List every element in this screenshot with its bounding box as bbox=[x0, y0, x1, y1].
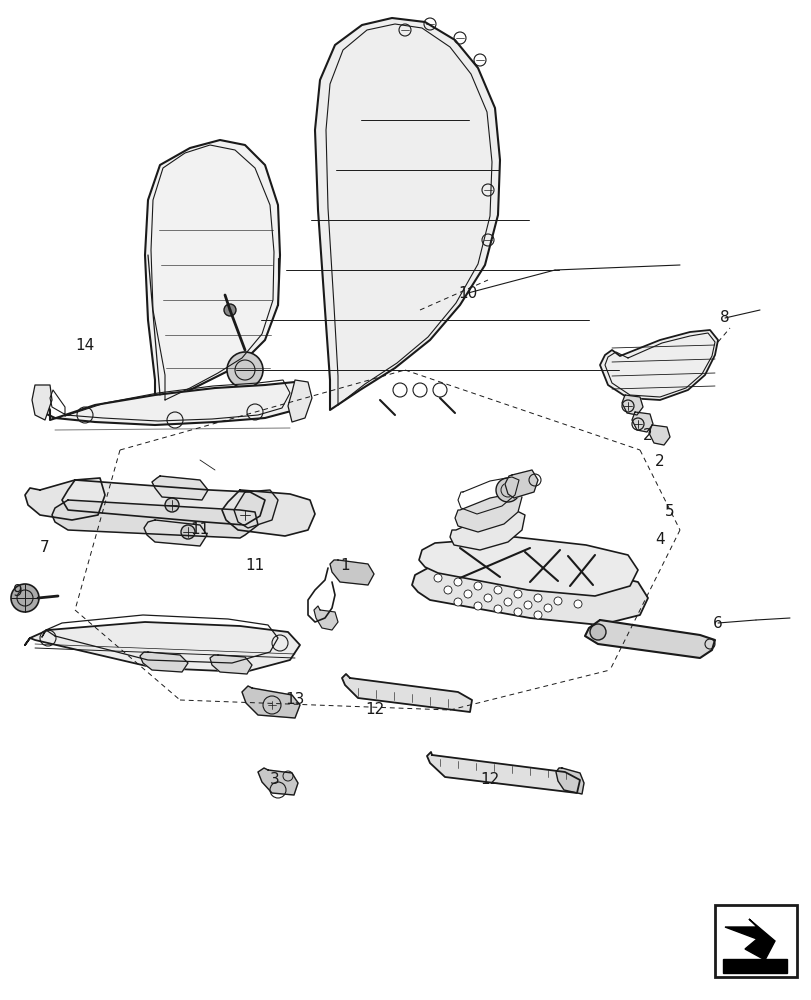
Polygon shape bbox=[315, 18, 500, 410]
Circle shape bbox=[573, 600, 581, 608]
Circle shape bbox=[474, 602, 482, 610]
Polygon shape bbox=[722, 959, 786, 973]
Text: 2: 2 bbox=[654, 454, 664, 470]
Circle shape bbox=[553, 597, 561, 605]
Text: 11: 11 bbox=[190, 522, 209, 538]
Circle shape bbox=[523, 601, 531, 609]
Circle shape bbox=[474, 582, 482, 590]
Polygon shape bbox=[242, 686, 299, 718]
Polygon shape bbox=[144, 520, 207, 546]
Polygon shape bbox=[724, 919, 774, 960]
Polygon shape bbox=[631, 412, 652, 432]
Circle shape bbox=[534, 611, 541, 619]
Circle shape bbox=[493, 605, 501, 613]
Text: 8: 8 bbox=[719, 310, 729, 326]
Circle shape bbox=[224, 304, 236, 316]
Polygon shape bbox=[449, 510, 525, 550]
Text: 12: 12 bbox=[480, 772, 499, 787]
Polygon shape bbox=[234, 490, 277, 528]
Circle shape bbox=[590, 624, 605, 640]
Circle shape bbox=[238, 508, 251, 522]
Circle shape bbox=[453, 598, 461, 606]
Circle shape bbox=[181, 525, 195, 539]
Circle shape bbox=[165, 498, 178, 512]
Text: 6: 6 bbox=[712, 615, 722, 631]
Polygon shape bbox=[411, 563, 647, 625]
FancyBboxPatch shape bbox=[714, 905, 796, 977]
Text: 13: 13 bbox=[285, 692, 304, 708]
Polygon shape bbox=[454, 493, 521, 532]
Polygon shape bbox=[599, 330, 717, 400]
Circle shape bbox=[444, 586, 452, 594]
Polygon shape bbox=[32, 385, 52, 420]
Circle shape bbox=[433, 574, 441, 582]
Polygon shape bbox=[25, 622, 299, 672]
Polygon shape bbox=[35, 382, 305, 425]
Polygon shape bbox=[152, 476, 208, 500]
Text: 9: 9 bbox=[13, 584, 23, 599]
Polygon shape bbox=[314, 606, 337, 630]
Polygon shape bbox=[210, 655, 251, 674]
Text: 12: 12 bbox=[365, 702, 384, 718]
Text: 11: 11 bbox=[245, 558, 264, 572]
Circle shape bbox=[496, 478, 519, 502]
Circle shape bbox=[493, 586, 501, 594]
Polygon shape bbox=[221, 490, 315, 536]
Polygon shape bbox=[556, 768, 583, 794]
Text: 14: 14 bbox=[75, 338, 95, 353]
Text: 5: 5 bbox=[664, 504, 674, 520]
Circle shape bbox=[504, 598, 512, 606]
Circle shape bbox=[534, 594, 541, 602]
Text: 3: 3 bbox=[270, 772, 280, 787]
Polygon shape bbox=[621, 395, 642, 415]
Text: 10: 10 bbox=[458, 286, 477, 300]
Circle shape bbox=[11, 584, 39, 612]
Text: 2: 2 bbox=[642, 428, 652, 444]
Circle shape bbox=[453, 578, 461, 586]
Polygon shape bbox=[258, 768, 298, 795]
Polygon shape bbox=[329, 560, 374, 585]
Circle shape bbox=[227, 352, 263, 388]
Polygon shape bbox=[145, 140, 280, 405]
Polygon shape bbox=[341, 674, 471, 712]
Circle shape bbox=[463, 590, 471, 598]
Text: 4: 4 bbox=[654, 532, 664, 548]
Polygon shape bbox=[648, 425, 669, 445]
Text: 1: 1 bbox=[340, 558, 350, 572]
Polygon shape bbox=[288, 380, 311, 422]
Circle shape bbox=[513, 608, 521, 616]
Polygon shape bbox=[139, 652, 188, 672]
Circle shape bbox=[513, 590, 521, 598]
Polygon shape bbox=[62, 480, 264, 525]
Polygon shape bbox=[504, 470, 538, 498]
Circle shape bbox=[483, 594, 491, 602]
Polygon shape bbox=[52, 500, 258, 538]
Polygon shape bbox=[25, 478, 105, 520]
Text: 7: 7 bbox=[40, 540, 49, 554]
Polygon shape bbox=[418, 537, 637, 596]
Circle shape bbox=[543, 604, 551, 612]
Polygon shape bbox=[584, 620, 714, 658]
Polygon shape bbox=[427, 752, 579, 793]
